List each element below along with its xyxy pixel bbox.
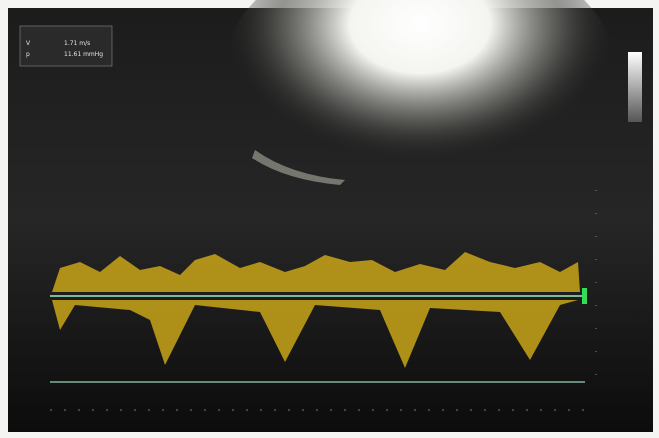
tissue-echo <box>252 150 345 185</box>
doppler-reverse-flow <box>52 300 578 368</box>
measurement-value: 11.61 mmHg <box>64 51 103 58</box>
measurement-value: 1.71 m/s <box>64 40 90 47</box>
measurement-label: V <box>26 40 31 47</box>
doppler-forward-flow <box>52 252 580 292</box>
measurement-box <box>19 25 113 67</box>
measurement-label: p <box>26 51 30 58</box>
gray-scale-bar <box>628 52 642 122</box>
baseline-marker <box>582 288 587 304</box>
bright-region <box>220 0 620 220</box>
